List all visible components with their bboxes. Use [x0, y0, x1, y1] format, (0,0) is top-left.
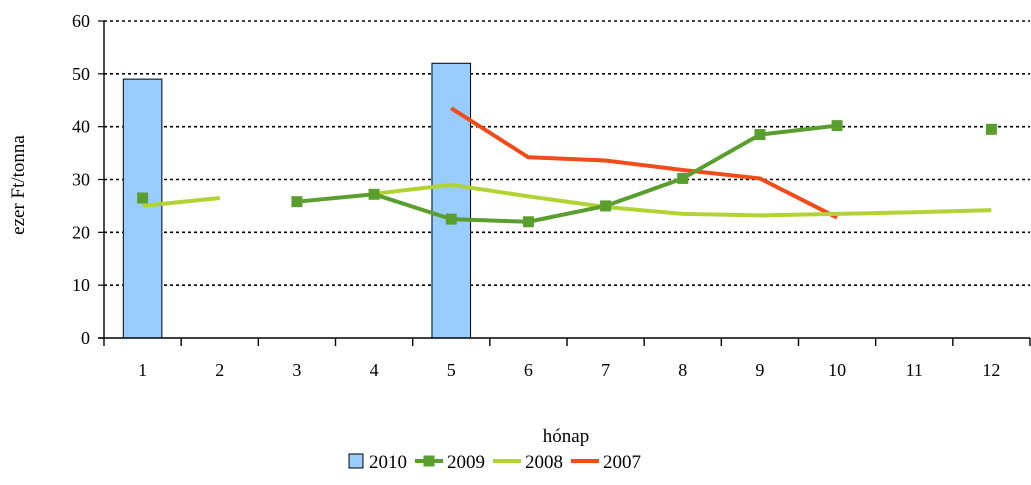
legend-label-2008: 2008 [525, 452, 563, 473]
x-tick-label: 6 [524, 360, 533, 380]
legend-label-2009: 2009 [447, 452, 485, 473]
point-2009-3 [291, 196, 303, 208]
y-tick-label: 30 [72, 170, 90, 190]
y-tick-label: 0 [81, 328, 90, 348]
y-tick-label: 60 [72, 11, 90, 31]
y-axis-title: ezer Ft/tonna [8, 135, 29, 235]
x-tick-label: 4 [370, 360, 379, 380]
legend-swatch-2010 [348, 453, 364, 469]
point-2009-8 [677, 172, 689, 184]
line-2009 [296, 123, 838, 224]
x-tick-label: 1 [138, 360, 147, 380]
x-tick-label: 10 [828, 360, 846, 380]
bar-layer [122, 62, 472, 339]
point-2009-7 [600, 200, 612, 212]
y-tick-label: 20 [72, 222, 90, 242]
bar-2010-1 [122, 78, 163, 339]
point-2009-10 [831, 120, 843, 132]
y-tick-label: 10 [72, 275, 90, 295]
gridlines [104, 20, 1030, 286]
x-tick-label: 9 [755, 360, 764, 380]
point-2009-1 [137, 192, 149, 204]
x-tick-label: 11 [906, 360, 923, 380]
y-tick-label: 40 [72, 117, 90, 137]
x-tick-label: 3 [292, 360, 301, 380]
point-2009-9 [754, 129, 766, 141]
legend-marker-2009 [423, 455, 435, 467]
x-tick-label: 12 [982, 360, 1000, 380]
line-layer [137, 106, 997, 228]
x-tick-label: 5 [447, 360, 456, 380]
line-2008 [142, 196, 220, 208]
x-axis-title: hónap [543, 426, 589, 447]
line-2008 [373, 182, 992, 218]
legend: 2010 2009 2008 2007 [348, 452, 641, 473]
line-2007 [450, 106, 838, 220]
point-2009-4 [368, 188, 380, 200]
x-tick-label: 7 [601, 360, 610, 380]
x-tick-label: 8 [678, 360, 687, 380]
bar-2010-5 [431, 62, 472, 339]
legend-label-2010: 2010 [369, 452, 407, 473]
y-tick-label: 50 [72, 64, 90, 84]
legend-label-2007: 2007 [603, 452, 641, 473]
point-2009-6 [522, 216, 534, 228]
point-2009-12 [985, 123, 997, 135]
point-2009-5 [445, 213, 457, 225]
x-tick-label: 2 [215, 360, 224, 380]
